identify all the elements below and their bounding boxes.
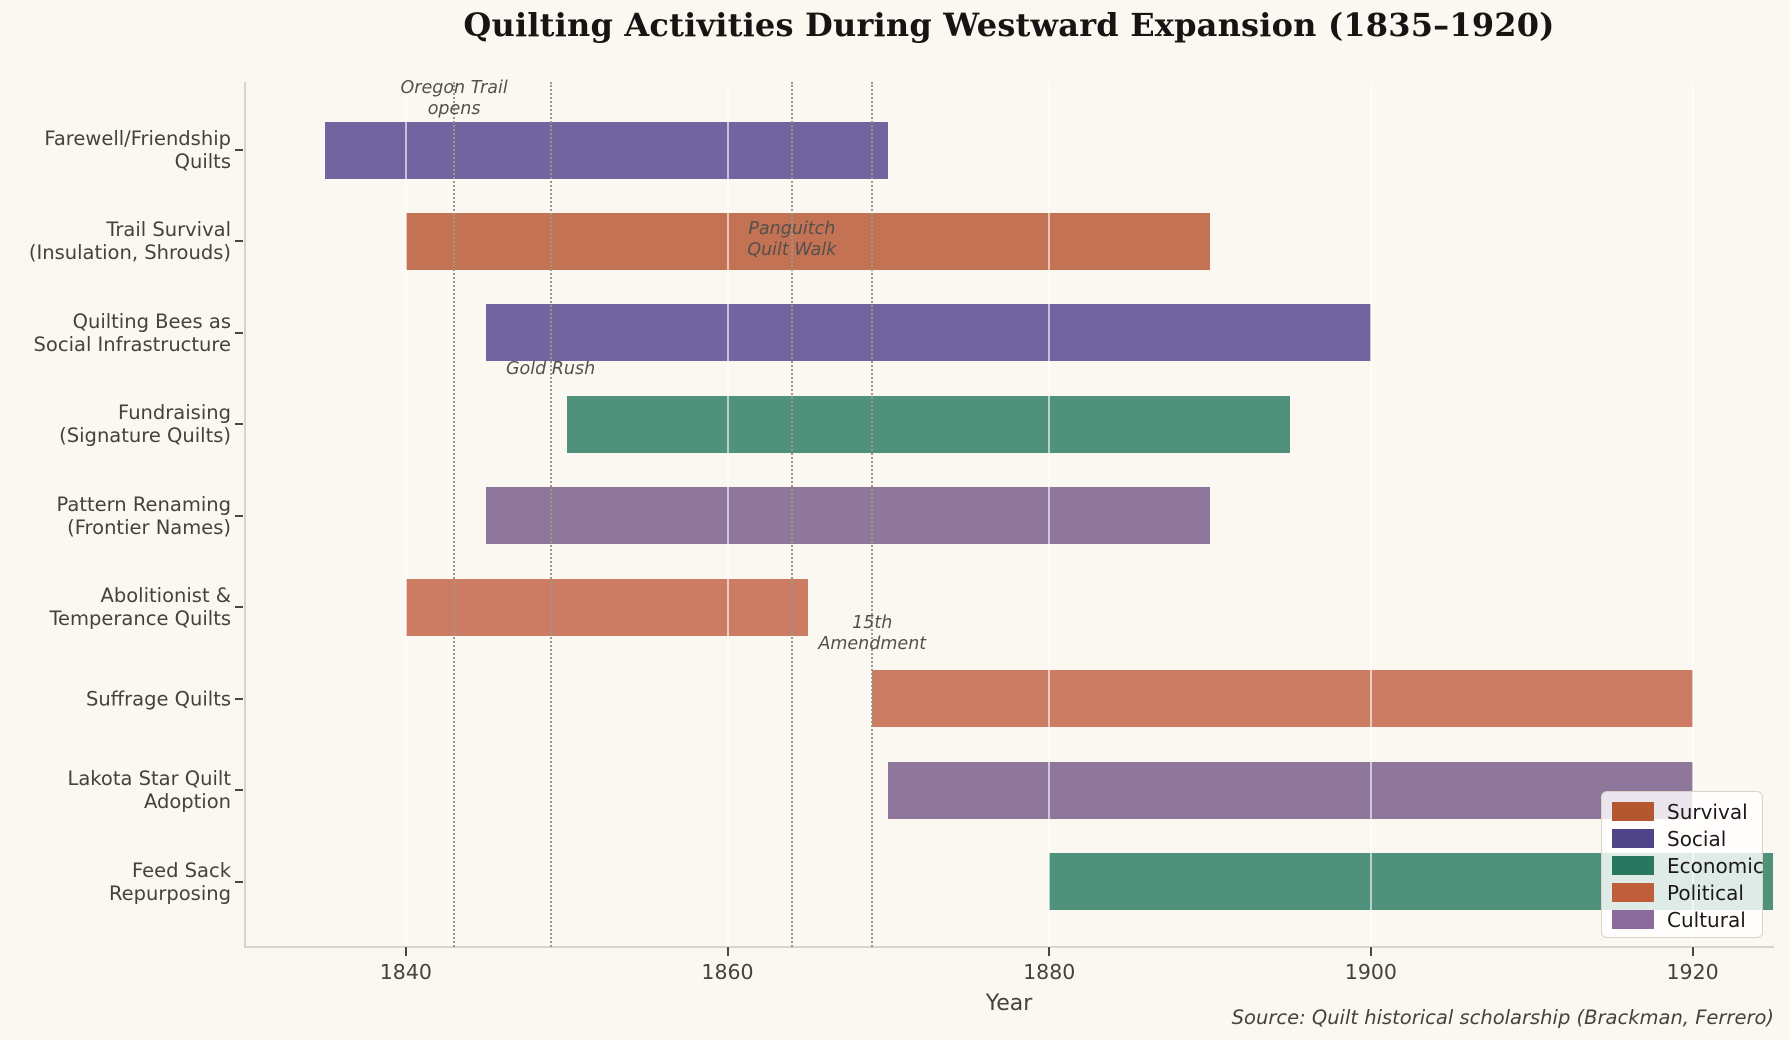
annotation-line: Gold Rush <box>505 359 596 379</box>
y-axis-spine <box>244 82 246 947</box>
annotation-panguitch-quilt-walk: Panguitch Quilt Walk <box>747 219 836 261</box>
task-bar-lakota-star-quilt-adoption <box>888 761 1693 819</box>
y-axis-tick <box>235 423 243 426</box>
y-axis-label-line: Farewell/Friendship <box>44 127 231 150</box>
x-tick-label-1860: 1860 <box>701 960 754 984</box>
task-bar-pattern-renaming-frontier-names <box>486 487 1211 545</box>
x-axis-tick-1840 <box>404 947 407 956</box>
y-axis-tick <box>235 240 243 243</box>
x-tick-label-1900: 1900 <box>1344 960 1397 984</box>
y-axis-tick <box>235 514 243 517</box>
legend-swatch-survival <box>1612 802 1654 821</box>
task-bar-quilting-bees-as-social-infrastructure <box>486 304 1371 362</box>
y-axis-label-quilting-bees-as-social-infrastructure: Quilting Bees as Social Infrastructure <box>0 310 231 356</box>
annotation-line: Quilt Walk <box>747 240 837 260</box>
x-tick-label-1840: 1840 <box>379 960 432 984</box>
y-axis-label-line: Fundraising <box>118 401 231 425</box>
legend-label-political: Political <box>1667 880 1744 905</box>
source-note: Source: Quilt historical scholarship (Br… <box>1231 1006 1774 1029</box>
annotation-line: Panguitch <box>748 219 836 239</box>
y-axis-label-feed-sack-repurposing: Feed Sack Repurposing <box>0 859 231 905</box>
legend-label-social: Social <box>1667 826 1727 851</box>
legend-item-economic: Economic <box>1612 852 1764 879</box>
y-axis-label-fundraising-signature-quilts: Fundraising (Signature Quilts) <box>0 401 231 447</box>
y-axis-label-lakota-star-quilt-adoption: Lakota Star Quilt Adoption <box>0 767 231 813</box>
y-axis-label-line: Adoption <box>143 790 231 814</box>
event-line-panguitch-quilt-walk <box>790 82 793 947</box>
legend-label-economic: Economic <box>1667 853 1764 878</box>
y-axis-label-line: (Frontier Names) <box>67 515 231 539</box>
chart-title: Quilting Activities During Westward Expa… <box>463 6 1555 44</box>
annotation-15th-amendment: 15th Amendment <box>818 613 926 655</box>
annotation-line: Oregon Trail <box>400 78 508 98</box>
event-line-15th-amendment <box>871 82 874 947</box>
annotation-gold-rush: Gold Rush <box>506 359 595 380</box>
event-line-gold-rush <box>549 82 552 947</box>
task-bar-trail-survival-insulation-shrouds <box>405 212 1211 270</box>
y-axis-label-line: Suffrage Quilts <box>85 687 231 711</box>
y-axis-tick <box>235 149 243 151</box>
legend-swatch-social <box>1612 829 1654 848</box>
y-axis-label-line: Quilting Bees as <box>72 309 231 333</box>
gridline-1860 <box>726 82 729 947</box>
y-axis-label-farewell-friendship-quilts: Farewell/Friendship Quilts <box>0 127 231 173</box>
gridline-1900 <box>1369 82 1372 947</box>
y-axis-label-line: (Signature Quilts) <box>59 424 231 448</box>
legend-swatch-economic <box>1612 856 1654 875</box>
legend-item-survival: Survival <box>1612 798 1762 825</box>
task-bar-suffrage-quilts <box>872 670 1693 728</box>
x-axis-tick-1920 <box>1691 947 1694 956</box>
y-axis-label-pattern-renaming-frontier-names: Pattern Renaming (Frontier Names) <box>0 493 231 539</box>
y-axis-tick <box>235 606 243 609</box>
annotation-oregon-trail-opens: Oregon Trail opens <box>401 78 508 120</box>
legend-label-cultural: Cultural <box>1667 907 1746 932</box>
y-axis-label-line: Pattern Renaming <box>56 492 231 516</box>
y-axis-label-line: Lakota Star Quilt <box>67 767 231 791</box>
gridline-1880 <box>1048 82 1051 947</box>
task-bar-fundraising-signature-quilts <box>566 395 1291 453</box>
x-axis-tick-1860 <box>726 947 729 956</box>
gridline-1840 <box>404 82 407 947</box>
legend: Survival Social Economic Political Cultural <box>1601 791 1764 938</box>
legend-swatch-cultural <box>1612 910 1654 929</box>
legend-item-political: Political <box>1612 879 1762 906</box>
x-axis-tick-1880 <box>1048 947 1051 956</box>
legend-item-social: Social <box>1612 825 1762 852</box>
task-bar-farewell-friendship-quilts <box>325 121 889 179</box>
plot-area: Oregon Trail opens Gold Rush Panguitch Quilt… <box>244 78 1774 984</box>
legend-label-survival: Survival <box>1667 799 1748 824</box>
gridline-1920 <box>1691 82 1694 947</box>
x-axis-spine <box>244 946 1774 948</box>
y-axis-label-line: Repurposing <box>108 881 231 905</box>
y-axis-label-trail-survival-insulation-shrouds: Trail Survival (Insulation, Shrouds) <box>0 218 231 264</box>
annotation-line: opens <box>427 99 481 119</box>
legend-item-cultural: Cultural <box>1612 906 1762 933</box>
y-axis-label-line: (Insulation, Shrouds) <box>28 241 231 265</box>
legend-swatch-political <box>1612 883 1654 902</box>
event-line-oregon-trail-opens <box>453 82 456 947</box>
y-axis-tick <box>235 697 243 700</box>
x-tick-label-1880: 1880 <box>1023 960 1076 984</box>
x-axis-title: Year <box>985 991 1033 1016</box>
y-axis-label-suffrage-quilts: Suffrage Quilts <box>0 687 231 710</box>
y-axis-label-line: Feed Sack <box>131 858 231 882</box>
x-tick-label-1920: 1920 <box>1666 960 1719 984</box>
task-bar-abolitionist-temperance-quilts <box>405 578 808 636</box>
y-axis-label-line: Abolitionist & <box>100 584 231 608</box>
y-axis-label-line: Trail Survival <box>106 218 231 242</box>
y-axis-label-line: Quilts <box>174 150 231 173</box>
y-axis-tick <box>235 880 243 883</box>
x-axis-tick-1900 <box>1369 947 1372 956</box>
annotation-line: 15th <box>852 613 893 633</box>
annotation-line: Amendment <box>818 634 927 654</box>
y-axis-label-abolitionist-temperance-quilts: Abolitionist & Temperance Quilts <box>0 584 231 630</box>
y-axis-tick <box>235 789 243 792</box>
y-axis-tick <box>235 331 243 334</box>
y-axis-label-line: Social Infrastructure <box>33 332 231 356</box>
y-axis-label-line: Temperance Quilts <box>49 607 231 631</box>
